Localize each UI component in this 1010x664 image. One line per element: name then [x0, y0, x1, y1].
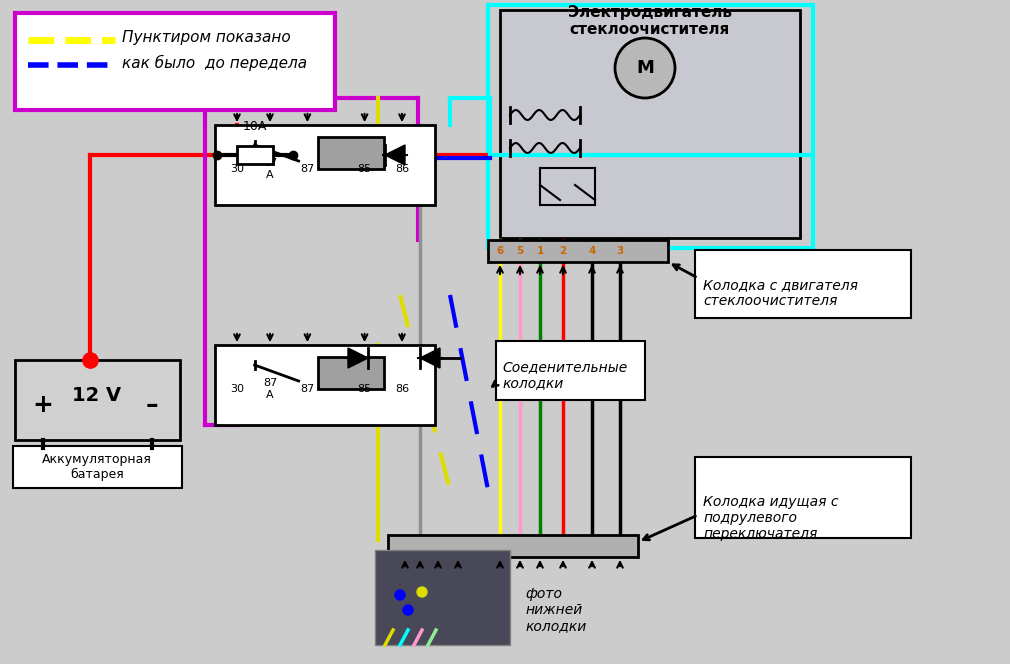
- Text: Колодка с двигателя
стеклоочистителя: Колодка с двигателя стеклоочистителя: [703, 278, 858, 308]
- Text: 85: 85: [358, 164, 372, 174]
- Text: 30: 30: [230, 384, 244, 394]
- Bar: [13, 446, 182, 488]
- Bar: [318, 137, 385, 169]
- Circle shape: [417, 587, 427, 597]
- Text: 87
A: 87 A: [263, 158, 277, 180]
- Bar: [388, 535, 638, 557]
- Text: Электродвигатель
стеклоочистителя: Электродвигатель стеклоочистителя: [568, 5, 732, 37]
- Text: 85: 85: [358, 384, 372, 394]
- Text: 2: 2: [560, 246, 567, 256]
- Text: 30: 30: [230, 164, 244, 174]
- Bar: [318, 357, 385, 389]
- Text: M: M: [636, 59, 653, 77]
- Bar: [15, 360, 180, 440]
- Bar: [215, 125, 435, 205]
- FancyBboxPatch shape: [15, 13, 335, 110]
- Text: 1: 1: [536, 246, 543, 256]
- Text: Пунктиром показано: Пунктиром показано: [122, 30, 291, 45]
- Text: 10А: 10А: [242, 120, 268, 133]
- FancyBboxPatch shape: [695, 250, 911, 318]
- Circle shape: [615, 38, 675, 98]
- FancyBboxPatch shape: [237, 146, 273, 164]
- Text: 87: 87: [300, 164, 314, 174]
- FancyBboxPatch shape: [496, 341, 645, 400]
- Bar: [488, 5, 813, 248]
- Text: –: –: [145, 393, 159, 417]
- Text: 4: 4: [588, 246, 596, 256]
- Text: 87
A: 87 A: [263, 378, 277, 400]
- Text: 86: 86: [395, 164, 409, 174]
- Polygon shape: [348, 348, 368, 368]
- Text: Колодка идущая с
подрулевого
переключателя: Колодка идущая с подрулевого переключате…: [703, 495, 838, 541]
- Text: фото
нижней
колодки: фото нижней колодки: [525, 587, 586, 633]
- Text: Аккумуляторная
батарея: Аккумуляторная батарея: [42, 453, 152, 481]
- Text: 5: 5: [516, 246, 523, 256]
- Text: +: +: [32, 393, 54, 417]
- Circle shape: [403, 605, 413, 615]
- Text: Соеденительные
колодки: Соеденительные колодки: [502, 360, 627, 390]
- Text: 86: 86: [395, 384, 409, 394]
- Text: 3: 3: [616, 246, 623, 256]
- Text: 12 V: 12 V: [73, 386, 121, 404]
- Bar: [215, 345, 435, 425]
- Bar: [488, 240, 668, 262]
- Bar: [375, 550, 510, 645]
- Text: 6: 6: [496, 246, 504, 256]
- Text: 87: 87: [300, 384, 314, 394]
- Polygon shape: [420, 348, 440, 368]
- Bar: [500, 10, 800, 238]
- Text: как было  до передела: как было до передела: [122, 55, 307, 71]
- FancyBboxPatch shape: [695, 457, 911, 538]
- Circle shape: [395, 590, 405, 600]
- Polygon shape: [385, 145, 405, 165]
